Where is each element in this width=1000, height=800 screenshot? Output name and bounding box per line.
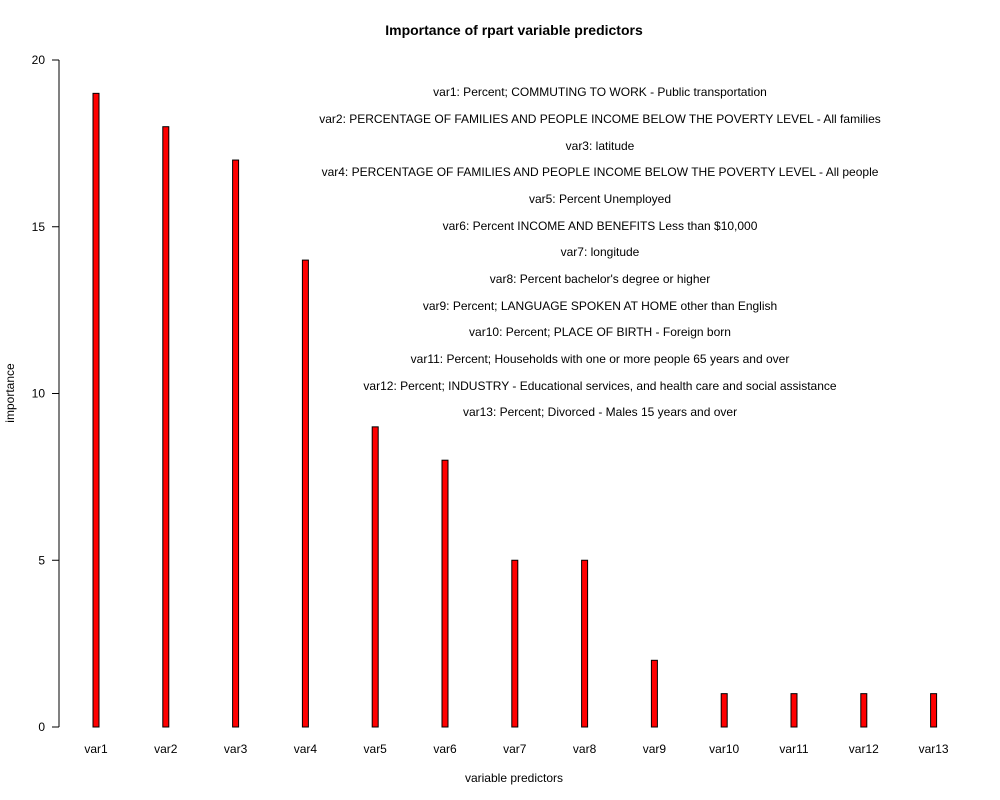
- x-tick-label-var6: var6: [433, 742, 457, 756]
- bar-var4: [301, 259, 309, 728]
- bar-var2: [162, 126, 170, 728]
- legend-entry: var10: Percent; PLACE OF BIRTH - Foreign…: [469, 325, 731, 339]
- y-axis-label: importance: [3, 363, 17, 423]
- x-tick-label-var3: var3: [224, 742, 248, 756]
- x-tick-label-var5: var5: [364, 742, 388, 756]
- bar-var5: [371, 426, 379, 728]
- x-tick-label-var9: var9: [643, 742, 667, 756]
- y-tick-label: 0: [38, 720, 45, 734]
- legend-entry: var3: latitude: [566, 139, 635, 153]
- y-tick-label: 15: [32, 220, 46, 234]
- legend-entry: var9: Percent; LANGUAGE SPOKEN AT HOME o…: [423, 299, 777, 313]
- bar-var7: [511, 559, 519, 728]
- x-tick-labels: var1 var2 var3 var4 var5 var6 var7 var8 var9 var1…: [84, 742, 949, 756]
- legend-entry: var8: Percent bachelor's degree or highe…: [490, 272, 710, 286]
- legend-entry: var13: Percent; Divorced - Males 15 year…: [463, 405, 737, 419]
- legend-entry: var7: longitude: [561, 245, 640, 259]
- bar-var10: [720, 693, 728, 728]
- bar-var9: [650, 659, 658, 728]
- bar-var12: [860, 693, 868, 728]
- x-tick-label-var2: var2: [154, 742, 178, 756]
- legend-entry: var5: Percent Unemployed: [529, 192, 671, 206]
- y-axis: 0 5 10 15 20: [32, 53, 60, 734]
- legend-entry: var11: Percent; Households with one or m…: [411, 352, 790, 366]
- bar-var11: [790, 693, 798, 728]
- chart-title: Importance of rpart variable predictors: [385, 22, 643, 38]
- x-tick-label-var13: var13: [919, 742, 949, 756]
- x-tick-label-var10: var10: [709, 742, 739, 756]
- x-tick-label-var1: var1: [84, 742, 108, 756]
- legend-entry: var6: Percent INCOME AND BENEFITS Less t…: [443, 219, 758, 233]
- legend-entry: var12: Percent; INDUSTRY - Educational s…: [363, 379, 836, 393]
- x-tick-label-var7: var7: [503, 742, 527, 756]
- bar-var6: [441, 459, 449, 728]
- variable-legend: var1: Percent; COMMUTING TO WORK - Publi…: [319, 85, 881, 419]
- bar-var1: [92, 92, 100, 728]
- x-tick-label-var8: var8: [573, 742, 597, 756]
- y-tick-label: 20: [32, 53, 46, 67]
- legend-entry: var2: PERCENTAGE OF FAMILIES AND PEOPLE …: [319, 112, 881, 126]
- legend-entry: var4: PERCENTAGE OF FAMILIES AND PEOPLE …: [322, 165, 879, 179]
- x-tick-label-var4: var4: [294, 742, 318, 756]
- y-tick-label: 10: [32, 387, 46, 401]
- x-axis-label: variable predictors: [465, 771, 563, 785]
- x-tick-label-var11: var11: [779, 742, 808, 756]
- legend-entry: var1: Percent; COMMUTING TO WORK - Publi…: [433, 85, 767, 99]
- bar-var8: [581, 559, 589, 728]
- bar-var13: [930, 693, 938, 728]
- bars-group: [92, 92, 938, 728]
- x-tick-label-var12: var12: [849, 742, 879, 756]
- y-tick-label: 5: [38, 553, 45, 567]
- bar-var3: [232, 159, 240, 728]
